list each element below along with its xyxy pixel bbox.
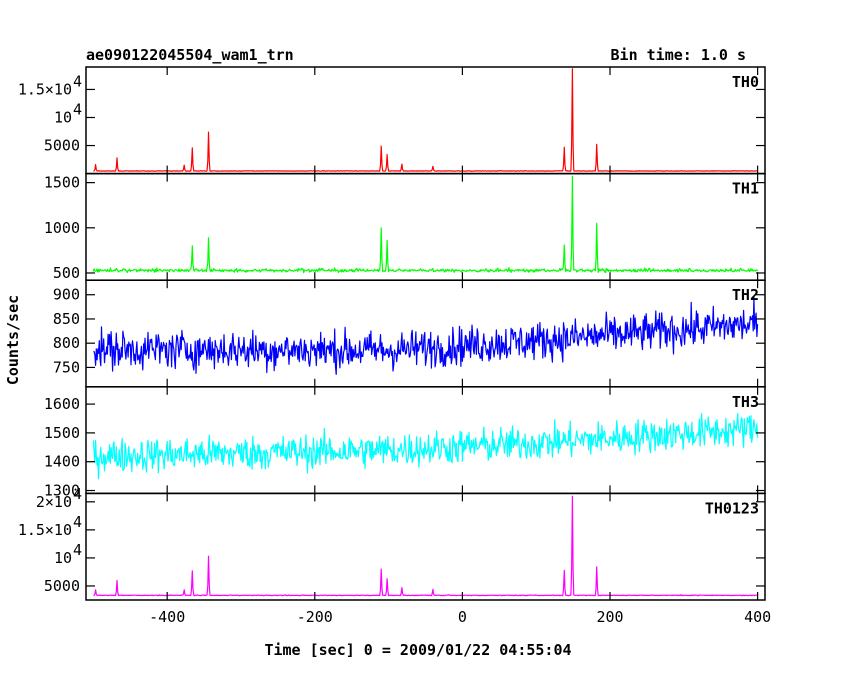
- y-tick-label: 1500: [44, 174, 80, 192]
- chart-title: ae090122045504_wam1_trn: [86, 46, 294, 64]
- y-tick-label: 10: [54, 549, 72, 567]
- y-tick-label: 900: [53, 286, 80, 304]
- y-tick-label: 800: [53, 334, 80, 352]
- x-axis-label: Time [sec] 0 = 2009/01/22 04:55:04: [264, 641, 571, 659]
- panel-label: TH1: [732, 180, 759, 198]
- y-tick-label: 1400: [44, 453, 80, 471]
- series-line-th0123: [93, 495, 758, 597]
- series-line-th1: [92, 175, 759, 274]
- chart-subtitle: Bin time: 1.0 s: [611, 46, 746, 64]
- x-tick-label: 400: [744, 608, 771, 626]
- y-tick-label: 850: [53, 310, 80, 328]
- panel-frame: [85, 279, 766, 388]
- series-line-th0: [93, 68, 758, 172]
- y-tick-label: 1600: [44, 395, 80, 413]
- y-tick-exponent: 4: [73, 485, 82, 503]
- panel-frame: [85, 386, 766, 495]
- panel-label: TH0: [732, 73, 759, 91]
- panel-frame: [85, 172, 766, 281]
- panel-th1: TH1 500 1000 1500: [44, 172, 766, 282]
- y-tick-label: 750: [53, 358, 80, 376]
- y-tick-label: 10: [54, 108, 72, 126]
- y-tick-exponent: 4: [73, 72, 82, 90]
- panel-label: TH0123: [705, 499, 759, 517]
- panel-frame: [85, 492, 766, 601]
- y-tick-exponent: 4: [73, 513, 82, 531]
- panel-th0: TH0 5000 10 41.5×10 4: [18, 66, 766, 175]
- panel-th2: TH2 750 800 850 900: [53, 279, 766, 388]
- y-tick-label: 5000: [44, 577, 80, 595]
- x-tick-label: 0: [458, 608, 467, 626]
- panel-th3: TH3 1300 1400 1500 1600: [44, 386, 766, 500]
- y-tick-label: 1.5×10: [18, 521, 72, 539]
- series-line-th2: [93, 296, 759, 375]
- y-tick-label: 1300: [44, 482, 80, 500]
- x-tick-label: -400: [149, 608, 185, 626]
- y-tick-exponent: 4: [73, 541, 82, 559]
- y-tick-label: 1.5×10: [18, 80, 72, 98]
- y-tick-exponent: 4: [73, 100, 82, 118]
- x-tick-label: -200: [297, 608, 333, 626]
- y-tick-label: 2×10: [36, 493, 72, 511]
- y-tick-label: 5000: [44, 137, 80, 155]
- y-tick-label: 1000: [44, 219, 80, 237]
- panel-label: TH2: [732, 286, 759, 304]
- y-tick-label: 1500: [44, 424, 80, 442]
- panel-label: TH3: [732, 393, 759, 411]
- y-tick-label: 500: [53, 264, 80, 282]
- panel-frame: [85, 66, 766, 175]
- y-axis-label: Counts/sec: [4, 295, 22, 385]
- x-tick-label: 200: [596, 608, 623, 626]
- series-line-th3: [92, 412, 759, 480]
